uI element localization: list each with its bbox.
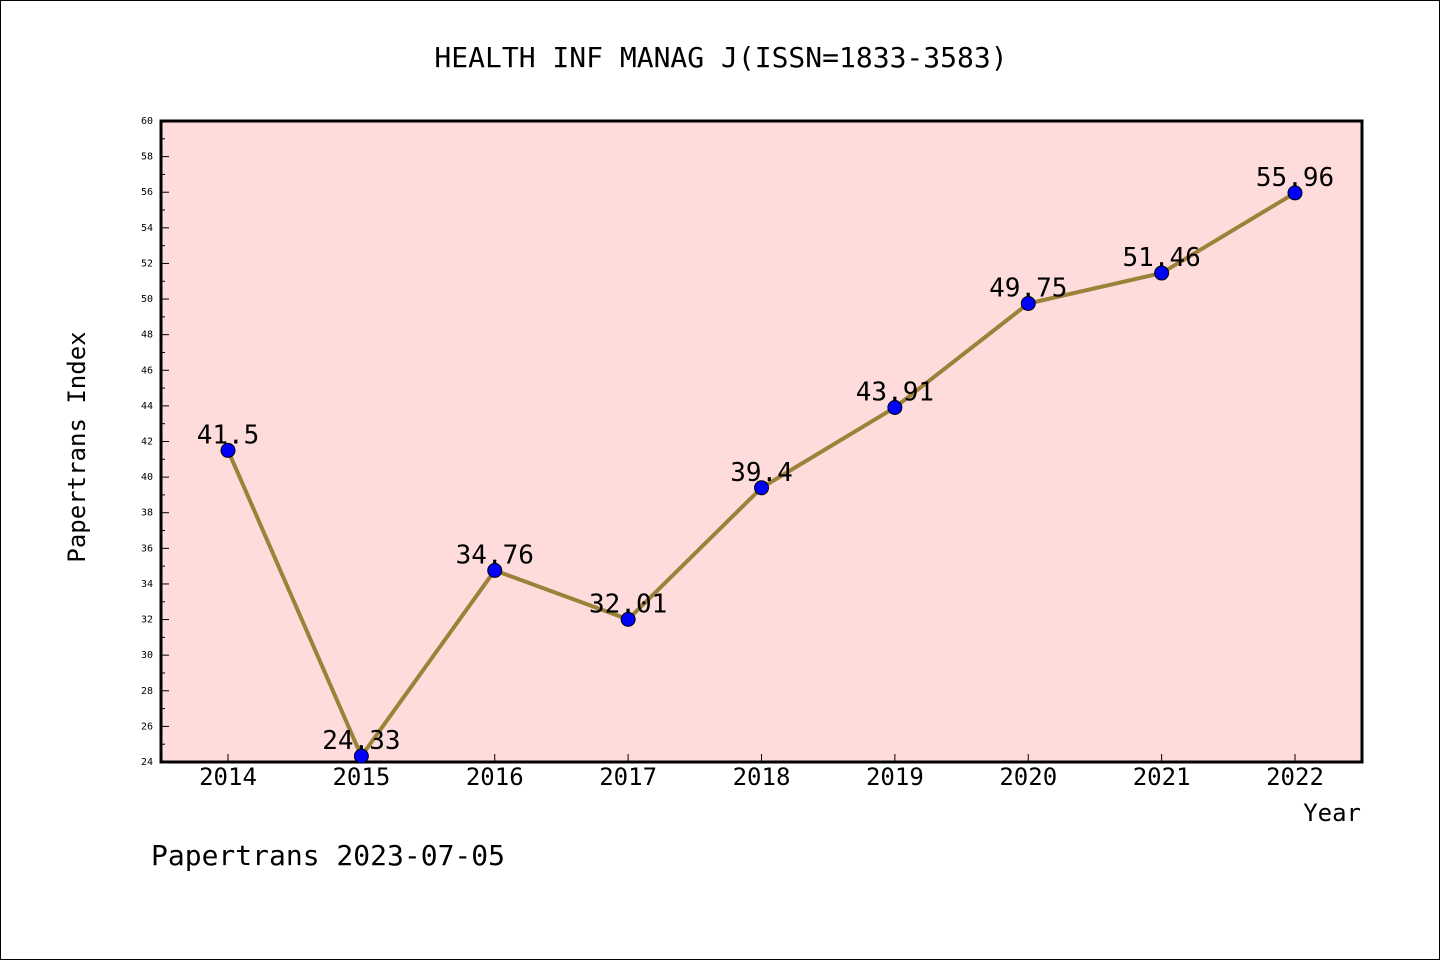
- y-tick-label: 40: [141, 472, 153, 483]
- x-tick-label: 2014: [199, 763, 257, 791]
- data-label: 41.5: [197, 420, 260, 450]
- y-tick-label: 26: [141, 721, 153, 732]
- data-point: [1154, 265, 1170, 281]
- y-tick-label: 36: [141, 543, 153, 554]
- data-label: 55.96: [1256, 163, 1334, 193]
- data-label: 49.75: [989, 274, 1067, 304]
- x-tick-label: 2018: [733, 763, 791, 791]
- data-label: 43.91: [856, 377, 934, 407]
- y-tick-label: 24: [141, 757, 153, 768]
- x-axis: 2014 2015 2016 2017 2018 2019 2020 2021 2022: [199, 754, 1324, 791]
- x-tick-label: 2016: [466, 763, 524, 791]
- footer-stamp: Papertrans 2023-07-05: [151, 839, 505, 872]
- y-tick-label: 46: [141, 365, 153, 376]
- y-tick-label: 34: [141, 579, 153, 590]
- y-tick-label: 30: [141, 650, 153, 661]
- data-point: [487, 562, 503, 578]
- data-point: [220, 442, 236, 458]
- y-tick-label: 54: [141, 223, 153, 234]
- x-tick-label: 2015: [332, 763, 390, 791]
- data-label: 32.01: [589, 589, 667, 619]
- y-tick-label: 44: [141, 401, 153, 412]
- x-tick-label: 2017: [599, 763, 657, 791]
- y-tick-label: 60: [141, 116, 153, 127]
- data-label: 34.76: [456, 540, 534, 570]
- data-point: [887, 399, 903, 415]
- plot-area: [159, 119, 1364, 764]
- data-point: [1287, 185, 1303, 201]
- y-tick-label: 50: [141, 294, 153, 305]
- data-label: 24.33: [322, 726, 400, 756]
- y-axis-label: Papertrans Index: [63, 331, 91, 562]
- y-tick-label: 28: [141, 686, 153, 697]
- x-tick-label: 2019: [866, 763, 924, 791]
- data-point: [754, 480, 769, 496]
- y-tick-label: 38: [141, 508, 153, 519]
- data-point: [620, 611, 636, 627]
- y-tick-label: 56: [141, 187, 153, 198]
- data-label: 39.4: [730, 458, 793, 488]
- y-tick-label: 48: [141, 330, 153, 341]
- data-labels: 41.5 24.33 34.76 32.01 39.4 43.91 49.75 51.46 55…: [197, 163, 1334, 756]
- y-tick-label: 32: [141, 615, 153, 626]
- data-points: [220, 185, 1303, 764]
- chart-title: HEALTH INF MANAG J(ISSN=1833-3583): [434, 41, 1007, 74]
- data-label: 51.46: [1122, 243, 1200, 273]
- data-point: [353, 748, 369, 764]
- x-tick-label: 2020: [999, 763, 1057, 791]
- data-point: [1020, 296, 1036, 312]
- y-axis: 24 26 28 30 32 34 36 38 40 42 44 46 48 50 52 54 56 58 60: [141, 116, 169, 768]
- x-axis-label: Year: [1303, 799, 1361, 827]
- y-tick-label: 42: [141, 437, 153, 448]
- y-tick-label: 52: [141, 258, 153, 269]
- y-tick-label: 58: [141, 152, 153, 163]
- x-tick-label: 2022: [1266, 763, 1324, 791]
- x-tick-label: 2021: [1133, 763, 1191, 791]
